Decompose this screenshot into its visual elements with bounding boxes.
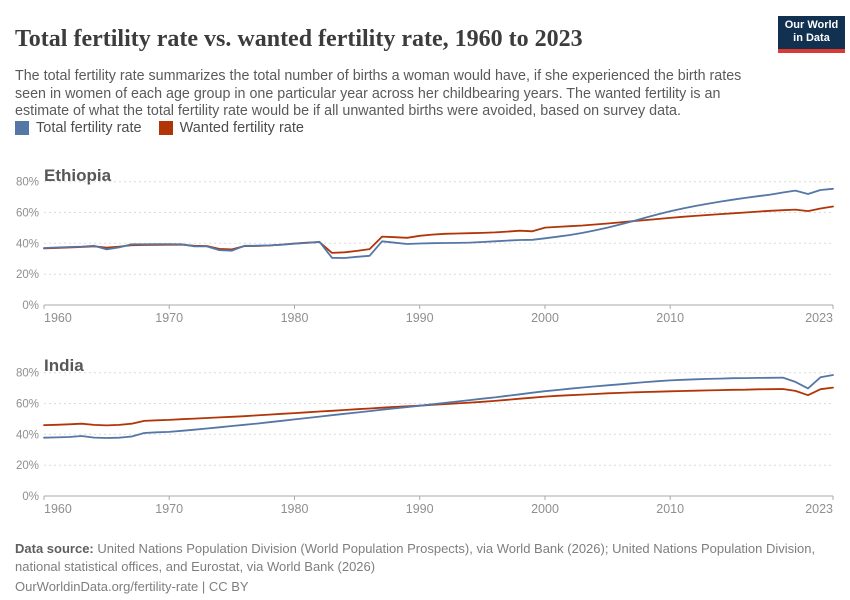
ethiopia-line-chart[interactable]: 0% 20% 40% 60% 80% 1960 1970 1980 1990 2000 2010 20… (0, 165, 850, 330)
svg-text:1960: 1960 (44, 311, 72, 325)
owid-logo-line2: in Data (793, 32, 830, 44)
data-source-text: United Nations Population Division (Worl… (15, 541, 816, 574)
svg-text:2000: 2000 (531, 311, 559, 325)
svg-text:1980: 1980 (281, 502, 309, 516)
svg-text:1980: 1980 (281, 311, 309, 325)
svg-text:40%: 40% (16, 429, 39, 441)
chart-subtitle: The total fertility rate summarizes the … (15, 68, 742, 119)
svg-text:0%: 0% (22, 300, 39, 312)
svg-text:20%: 20% (16, 460, 39, 472)
data-source-note: Data source: United Nations Population D… (15, 540, 827, 575)
citation-link[interactable]: OurWorldinData.org/fertility-rate | CC B… (15, 579, 249, 594)
svg-text:2010: 2010 (656, 502, 684, 516)
chart-legend: Total fertility rate Wanted fertility ra… (15, 120, 304, 136)
legend-label: Wanted fertility rate (179, 120, 304, 136)
svg-text:1990: 1990 (406, 311, 434, 325)
svg-text:0%: 0% (22, 491, 39, 503)
svg-text:1970: 1970 (155, 311, 183, 325)
legend-item-total-fertility[interactable]: Total fertility rate (15, 120, 142, 136)
entity-label-india: India (44, 356, 84, 375)
svg-text:2000: 2000 (531, 502, 559, 516)
india-line-chart[interactable]: 0% 20% 40% 60% 80% 1960 1970 1980 1990 2000 2010 20… (0, 356, 850, 521)
owid-logo[interactable]: Our World in Data (778, 16, 845, 53)
svg-text:2023: 2023 (805, 311, 833, 325)
legend-swatch-icon (158, 121, 173, 135)
svg-text:20%: 20% (16, 269, 39, 281)
entity-label-ethiopia: Ethiopia (44, 166, 112, 185)
legend-swatch-icon (15, 121, 29, 135)
svg-text:2010: 2010 (656, 311, 684, 325)
svg-text:80%: 80% (16, 368, 39, 380)
svg-text:40%: 40% (16, 238, 39, 250)
svg-text:60%: 60% (16, 208, 39, 220)
svg-text:80%: 80% (16, 177, 39, 189)
owid-logo-line1: Our World (784, 19, 839, 31)
page-title: Total fertility rate vs. wanted fertilit… (15, 26, 583, 53)
data-source-label: Data source: (15, 541, 94, 556)
svg-text:2023: 2023 (805, 502, 833, 516)
owid-logo-red-bar (778, 49, 845, 53)
svg-text:1970: 1970 (155, 502, 183, 516)
svg-text:60%: 60% (16, 399, 39, 411)
legend-item-wanted-fertility[interactable]: Wanted fertility rate (158, 120, 304, 136)
legend-label: Total fertility rate (36, 120, 142, 136)
svg-text:1960: 1960 (44, 502, 72, 516)
svg-text:1990: 1990 (406, 502, 434, 516)
owid-logo-box: Our World in Data (778, 16, 845, 49)
